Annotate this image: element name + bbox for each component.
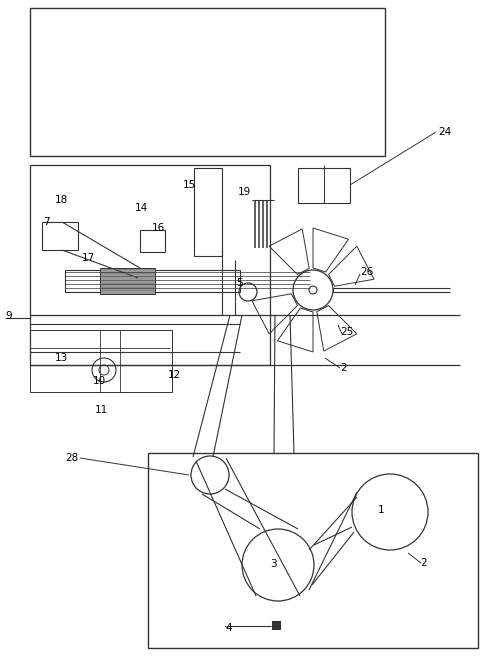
Text: 18: 18 [55,195,68,205]
Bar [140,230,165,252]
Bar [194,168,222,256]
Text: 5: 5 [236,278,243,288]
Text: 13: 13 [55,353,68,363]
Text: 17: 17 [82,253,95,263]
Bar [100,268,155,294]
Text: 4: 4 [225,623,232,633]
Text: 10: 10 [93,376,106,386]
Text: 25: 25 [340,327,353,337]
Bar [30,165,270,365]
Bar [42,222,78,250]
Text: 2: 2 [420,558,427,568]
Bar [148,453,478,648]
Text: 2: 2 [340,363,346,373]
Bar [30,8,385,156]
Text: 15: 15 [183,180,196,190]
Text: 12: 12 [168,370,181,380]
Text: 24: 24 [438,127,451,137]
Text: 19: 19 [238,187,251,197]
Bar [298,168,350,203]
Text: 28: 28 [65,453,78,463]
Text: 14: 14 [135,203,148,213]
Text: 9: 9 [5,311,11,321]
Bar [30,330,172,392]
Text: 3: 3 [270,559,277,569]
Bar [65,270,240,292]
Text: 7: 7 [43,217,50,227]
Text: 26: 26 [360,267,373,277]
Text: 16: 16 [152,223,165,233]
Text: 1: 1 [378,505,385,515]
Bar [272,621,280,629]
Text: 11: 11 [95,405,108,415]
